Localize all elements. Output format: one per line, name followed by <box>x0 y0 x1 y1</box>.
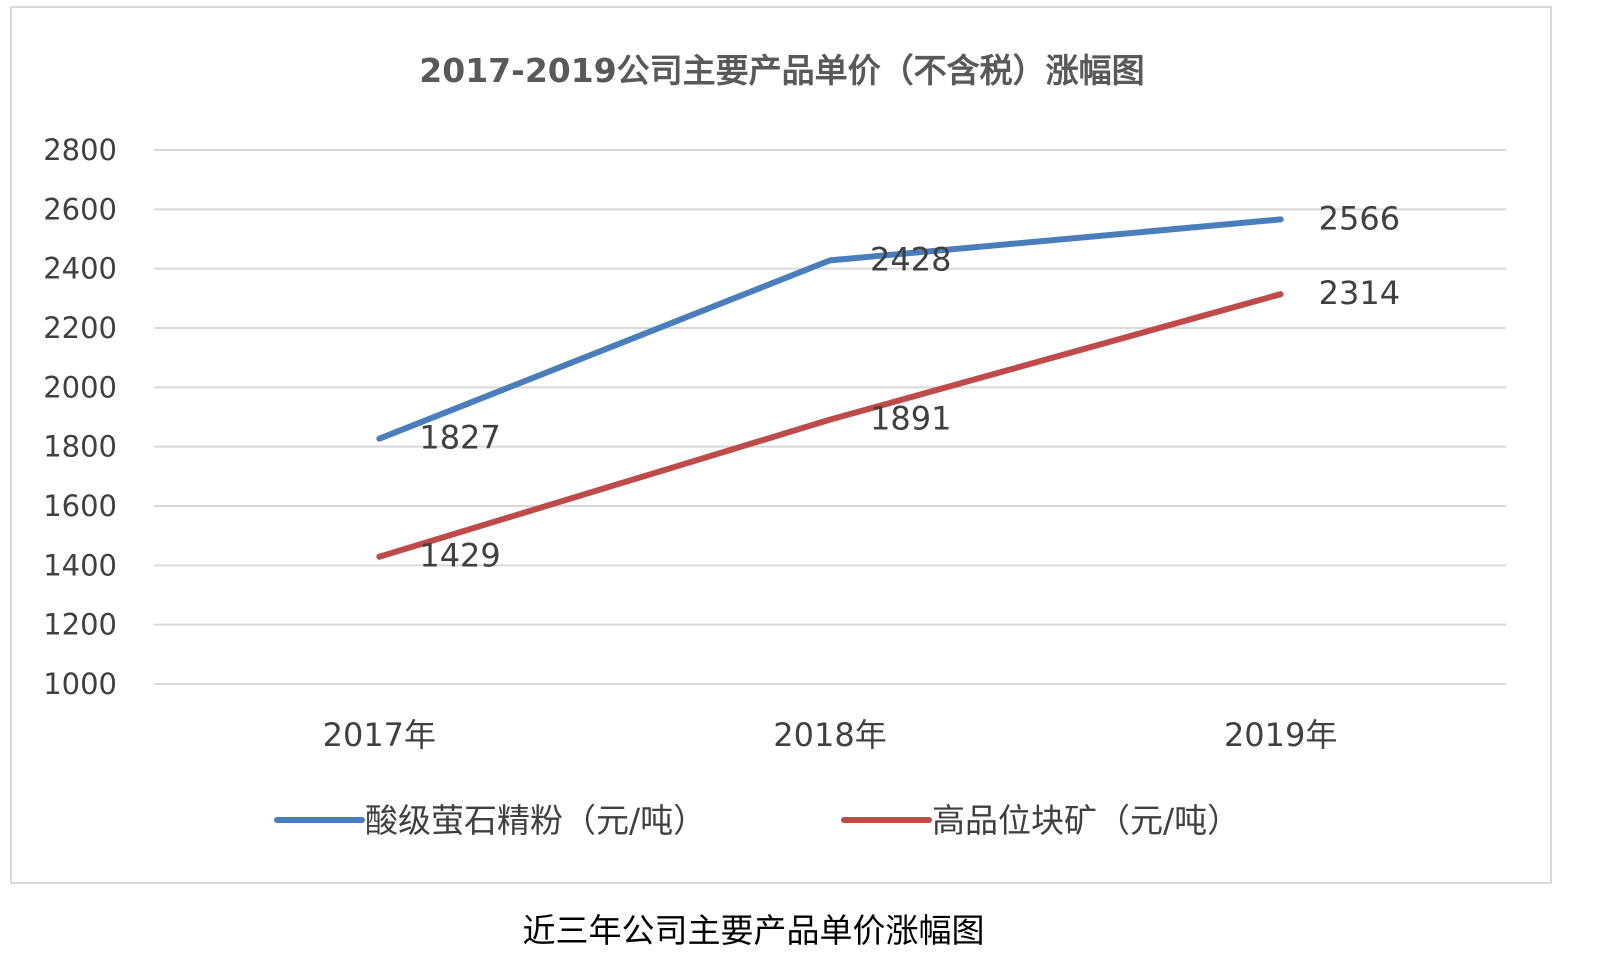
y-tick-label: 1200 <box>43 608 117 642</box>
x-axis-ticks: 2017年 2018年 2019年 <box>323 716 1338 754</box>
x-tick-label: 2019年 <box>1224 716 1337 754</box>
figure-caption: 近三年公司主要产品单价涨幅图 <box>522 911 985 950</box>
legend-label: 酸级萤石精粉（元/吨） <box>365 801 706 840</box>
y-tick-label: 1000 <box>43 667 117 701</box>
data-label: 2566 <box>1319 199 1400 237</box>
series-line-1 <box>376 216 1284 442</box>
legend-label: 高品位块矿（元/吨） <box>932 801 1240 840</box>
y-tick-label: 2600 <box>43 192 117 226</box>
data-label: 2428 <box>870 240 951 278</box>
y-tick-label: 1600 <box>43 489 117 523</box>
y-tick-label: 2200 <box>43 311 117 345</box>
y-tick-label: 2400 <box>43 252 117 286</box>
x-tick-label: 2017年 <box>323 716 436 754</box>
y-tick-label: 1400 <box>43 548 117 582</box>
data-label: 2314 <box>1319 274 1400 312</box>
data-label: 1429 <box>419 537 500 575</box>
chart-title: 2017-2019公司主要产品单价（不含税）涨幅图 <box>419 51 1144 90</box>
data-label: 1827 <box>419 419 500 457</box>
series-line-2 <box>376 291 1284 560</box>
line-chart: 2017-2019公司主要产品单价（不含税）涨幅图 1000 1200 1400 16… <box>43 51 1506 840</box>
y-tick-label: 2000 <box>43 370 117 404</box>
data-labels: 1827 2428 2566 1429 1891 2314 <box>419 199 1400 574</box>
x-tick-label: 2018年 <box>773 716 886 754</box>
legend: 酸级萤石精粉（元/吨） 高品位块矿（元/吨） <box>274 801 1240 840</box>
chart-frame: 2017-2019公司主要产品单价（不含税）涨幅图 1000 1200 1400 16… <box>10 6 1552 884</box>
y-axis-ticks: 1000 1200 1400 1600 1800 2000 2200 2400 2600 2800 <box>43 133 117 701</box>
series-lines <box>376 216 1284 560</box>
data-label: 1891 <box>870 400 951 438</box>
y-tick-label: 2800 <box>43 133 117 167</box>
gridlines <box>154 149 1506 685</box>
y-tick-label: 1800 <box>43 430 117 464</box>
